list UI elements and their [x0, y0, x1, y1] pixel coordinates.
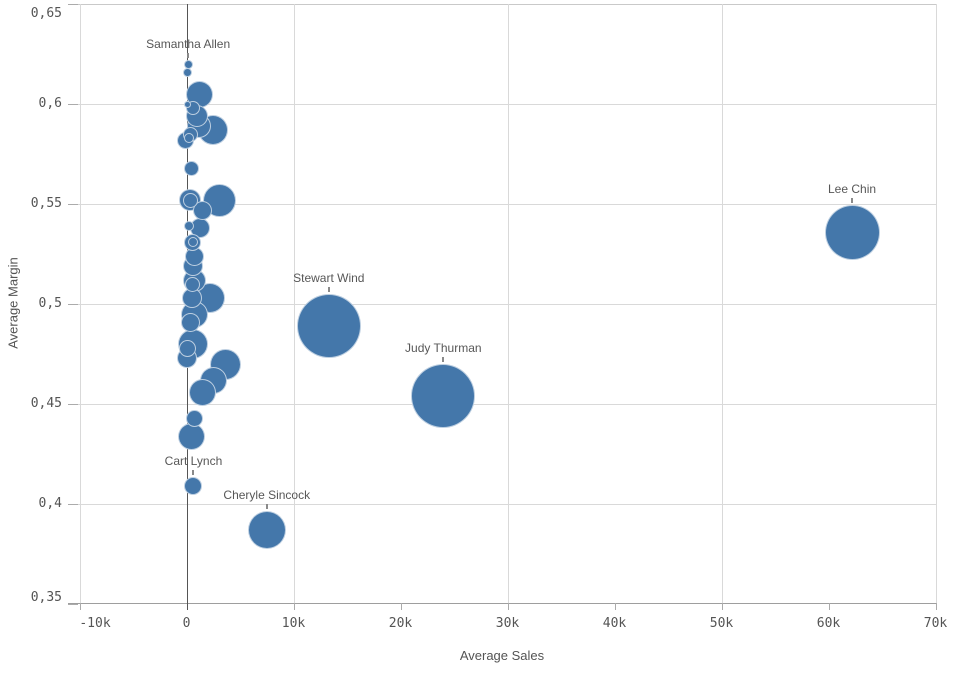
x-tick: [80, 603, 81, 610]
x-gridline: [722, 4, 723, 603]
y-tick: [68, 304, 78, 305]
data-bubble[interactable]: [183, 133, 194, 143]
x-tick-label: 0: [182, 616, 191, 631]
data-bubble[interactable]: [203, 183, 237, 217]
y-gridline: [68, 404, 936, 405]
y-tick-label: 0,65: [30, 6, 62, 21]
y-tick: [68, 504, 78, 505]
point-label: Stewart Wind: [293, 271, 365, 285]
y-gridline: [68, 504, 936, 505]
x-gridline: [936, 4, 937, 603]
x-tick-label: -10k: [79, 616, 111, 631]
y-tick: [68, 604, 78, 605]
x-tick-label: 40k: [602, 616, 627, 631]
plot-top-border: [68, 4, 936, 5]
data-bubble-cart-lynch[interactable]: [184, 477, 203, 495]
y-tick-label: 0,6: [38, 96, 62, 111]
x-tick-label: 50k: [709, 616, 734, 631]
x-tick: [401, 603, 402, 610]
data-bubble-judy-thurman[interactable]: [411, 364, 476, 428]
point-label: Lee Chin: [828, 181, 877, 196]
data-bubble[interactable]: [182, 192, 198, 208]
y-tick: [68, 204, 78, 205]
x-tick-label: 30k: [495, 616, 520, 631]
x-axis-line: [68, 603, 936, 604]
data-bubble[interactable]: [186, 409, 204, 427]
x-tick-label: 70k: [923, 616, 948, 631]
data-bubble[interactable]: [182, 67, 192, 77]
data-bubble[interactable]: [178, 422, 206, 450]
point-label: Samantha Allen: [146, 36, 231, 51]
x-axis-title: Average Sales: [459, 648, 545, 663]
point-label-dash: [442, 357, 445, 362]
y-tick-label: 0,5: [38, 296, 62, 311]
y-tick: [68, 104, 78, 105]
x-tick-label: 20k: [388, 616, 413, 631]
y-gridline: [68, 304, 936, 305]
x-tick: [508, 603, 509, 610]
data-bubble[interactable]: [180, 312, 200, 332]
x-tick-label: 60k: [816, 616, 841, 631]
data-bubble[interactable]: [187, 237, 198, 247]
x-tick: [615, 603, 616, 610]
point-label: Judy Thurman: [405, 341, 482, 355]
data-bubble-stewart-wind[interactable]: [296, 294, 361, 358]
x-tick: [936, 603, 937, 610]
x-gridline: [294, 4, 295, 603]
point-label-dash: [187, 52, 190, 58]
data-bubble[interactable]: [189, 378, 217, 406]
y-tick-label: 0,55: [30, 196, 62, 211]
x-tick: [829, 603, 830, 610]
point-label-dash: [851, 197, 854, 203]
x-gridline: [80, 4, 81, 603]
y-axis-title: Average Margin: [5, 257, 21, 349]
data-bubble[interactable]: [184, 100, 192, 108]
data-bubble[interactable]: [179, 339, 197, 357]
y-tick-label: 0,45: [30, 396, 62, 411]
y-gridline: [68, 204, 936, 205]
data-bubble[interactable]: [185, 276, 201, 292]
y-tick-label: 0,4: [38, 496, 62, 511]
point-label-dash: [265, 504, 268, 509]
data-bubble[interactable]: [184, 160, 200, 176]
y-tick-label: 0,35: [30, 590, 62, 605]
point-label: Cart Lynch: [164, 454, 223, 468]
point-label: Cheryle Sincock: [223, 488, 311, 502]
point-label-dash: [327, 287, 330, 292]
data-bubble-cheryle-sincock[interactable]: [247, 511, 286, 549]
y-gridline: [68, 104, 936, 105]
data-bubble[interactable]: [183, 221, 194, 231]
x-gridline: [508, 4, 509, 603]
x-tick: [294, 603, 295, 610]
y-tick: [68, 404, 78, 405]
data-bubble-lee-chin[interactable]: [824, 204, 880, 260]
data-bubble[interactable]: [192, 200, 212, 220]
point-label-dash: [192, 470, 195, 475]
x-tick: [722, 603, 723, 610]
y-tick: [68, 4, 78, 5]
x-tick-label: 10k: [281, 616, 306, 631]
